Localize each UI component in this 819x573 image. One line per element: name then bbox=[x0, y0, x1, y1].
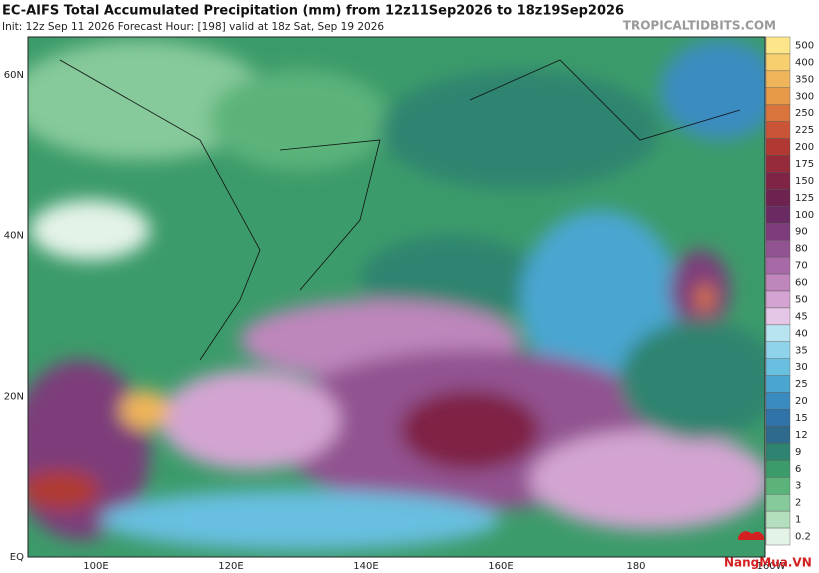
colorbar-cell bbox=[765, 527, 791, 546]
colorbar-cell bbox=[765, 341, 791, 359]
colorbar-cell bbox=[765, 477, 791, 495]
colorbar-cell bbox=[765, 460, 791, 478]
colorbar-label: 35 bbox=[795, 345, 808, 356]
colorbar-cell bbox=[765, 510, 791, 529]
watermark-icon bbox=[737, 531, 765, 540]
colorbar-label: 60 bbox=[795, 278, 808, 289]
colorbar-cell bbox=[765, 36, 791, 55]
colorbar-label: 100 bbox=[795, 210, 814, 221]
lat-label: EQ bbox=[10, 552, 24, 563]
colorbar-cell bbox=[765, 426, 791, 444]
colorbar-label: 6 bbox=[795, 464, 801, 475]
colorbar-label: 25 bbox=[795, 379, 808, 390]
colorbar-cell bbox=[765, 223, 791, 241]
lon-label: 160W bbox=[757, 561, 786, 572]
colorbar-cell bbox=[765, 375, 791, 393]
lon-label: 140E bbox=[353, 561, 378, 572]
colorbar-label: 1 bbox=[795, 515, 801, 526]
colorbar-cell bbox=[765, 290, 791, 309]
colorbar-label: 150 bbox=[795, 176, 814, 187]
colorbar-label: 80 bbox=[795, 244, 808, 255]
colorbar-cell bbox=[765, 494, 791, 512]
title: EC-AIFS Total Accumulated Precipitation … bbox=[2, 4, 624, 19]
colorbar-label: 9 bbox=[795, 447, 801, 458]
colorbar-cell bbox=[765, 358, 791, 376]
colorbar-label: 2 bbox=[795, 498, 801, 509]
colorbar-cell bbox=[765, 206, 791, 224]
lon-label: 120E bbox=[218, 561, 243, 572]
colorbar-cell bbox=[765, 392, 791, 410]
colorbar-label: 30 bbox=[795, 362, 808, 373]
colorbar-label: 125 bbox=[795, 193, 814, 204]
colorbar-label: 0.2 bbox=[795, 532, 811, 543]
watermark: NangMua.VN bbox=[724, 556, 812, 570]
colorbar-label: 300 bbox=[795, 91, 814, 102]
colorbar-label: 70 bbox=[795, 261, 808, 272]
colorbar-label: 90 bbox=[795, 227, 808, 238]
subtitle: Init: 12z Sep 11 2026 Forecast Hour: [19… bbox=[2, 21, 384, 33]
lat-label: 20N bbox=[4, 391, 24, 402]
colorbar-cell bbox=[765, 155, 791, 173]
colorbar-label: 350 bbox=[795, 74, 814, 85]
colorbar-cell bbox=[765, 70, 791, 89]
colorbar-cell bbox=[765, 307, 791, 326]
colorbar-cell bbox=[765, 138, 791, 156]
colorbar-label: 40 bbox=[795, 328, 808, 339]
colorbar-label: 45 bbox=[795, 311, 808, 322]
colorbar-label: 12 bbox=[795, 430, 808, 441]
colorbar-cell bbox=[765, 53, 791, 72]
colorbar-cell bbox=[765, 189, 791, 207]
colorbar-label: 500 bbox=[795, 40, 814, 51]
colorbar-label: 200 bbox=[795, 142, 814, 153]
colorbar-cell bbox=[765, 409, 791, 427]
colorbar-label: 400 bbox=[795, 57, 814, 68]
colorbar-cell bbox=[765, 104, 791, 122]
colorbar-cell bbox=[765, 443, 791, 461]
colorbar-cell bbox=[765, 239, 791, 258]
colorbar-cell bbox=[765, 121, 791, 139]
colorbar-label: 3 bbox=[795, 481, 801, 492]
coastline bbox=[59, 59, 741, 361]
precip-field bbox=[28, 37, 765, 557]
lat-label: 40N bbox=[4, 231, 24, 242]
lon-label: 100E bbox=[83, 561, 108, 572]
colorbar-cell bbox=[765, 172, 791, 190]
colorbar-label: 20 bbox=[795, 396, 808, 407]
colorbar-label: 250 bbox=[795, 108, 814, 119]
colorbar-cell bbox=[765, 273, 791, 292]
colorbar-cell bbox=[765, 324, 791, 343]
site-label: TROPICALTIDBITS.COM bbox=[623, 19, 776, 33]
colorbar-label: 50 bbox=[795, 294, 808, 305]
lon-label: 180 bbox=[626, 561, 645, 572]
colorbar-label: 15 bbox=[795, 413, 808, 424]
colorbar-label: 225 bbox=[795, 125, 814, 136]
colorbar-label: 175 bbox=[795, 159, 814, 170]
lat-label: 60N bbox=[4, 70, 24, 81]
map-frame bbox=[27, 36, 766, 558]
lon-label: 160E bbox=[488, 561, 513, 572]
colorbar-cell bbox=[765, 87, 791, 105]
colorbar-cell bbox=[765, 256, 791, 275]
